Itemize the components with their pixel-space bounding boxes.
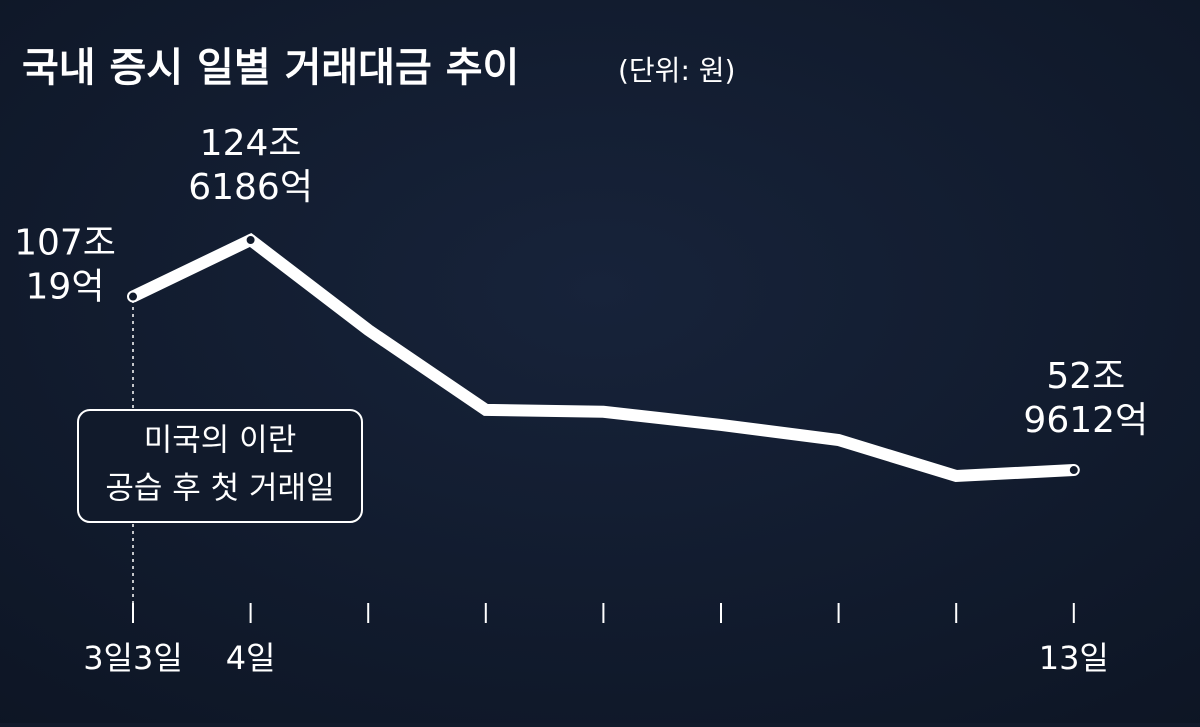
point xyxy=(1067,464,1080,477)
value-label: 107조 xyxy=(14,223,116,264)
line xyxy=(130,232,1075,483)
x-tick-label: 13일 xyxy=(1039,639,1109,677)
value-label: 9612억 xyxy=(1023,400,1148,441)
value-label: 124조 xyxy=(200,123,302,164)
point xyxy=(244,234,257,246)
value-label: 6186억 xyxy=(188,167,313,208)
chart-subtitle: (단위: 원) xyxy=(618,54,735,87)
chart-title: 국내 증시 일별 거래대금 추이 xyxy=(22,45,519,91)
value-label: 52조 xyxy=(1046,356,1125,397)
annotation-text: 공습 후 첫 거래일 xyxy=(105,471,334,507)
point xyxy=(127,290,139,303)
x-tick-label: 4일 xyxy=(226,639,276,677)
annotation-box xyxy=(77,409,363,523)
annotation-text: 미국의 이란 xyxy=(144,423,296,459)
value-label: 19억 xyxy=(26,267,105,308)
x-tick-label: 3일3일 xyxy=(83,639,183,677)
